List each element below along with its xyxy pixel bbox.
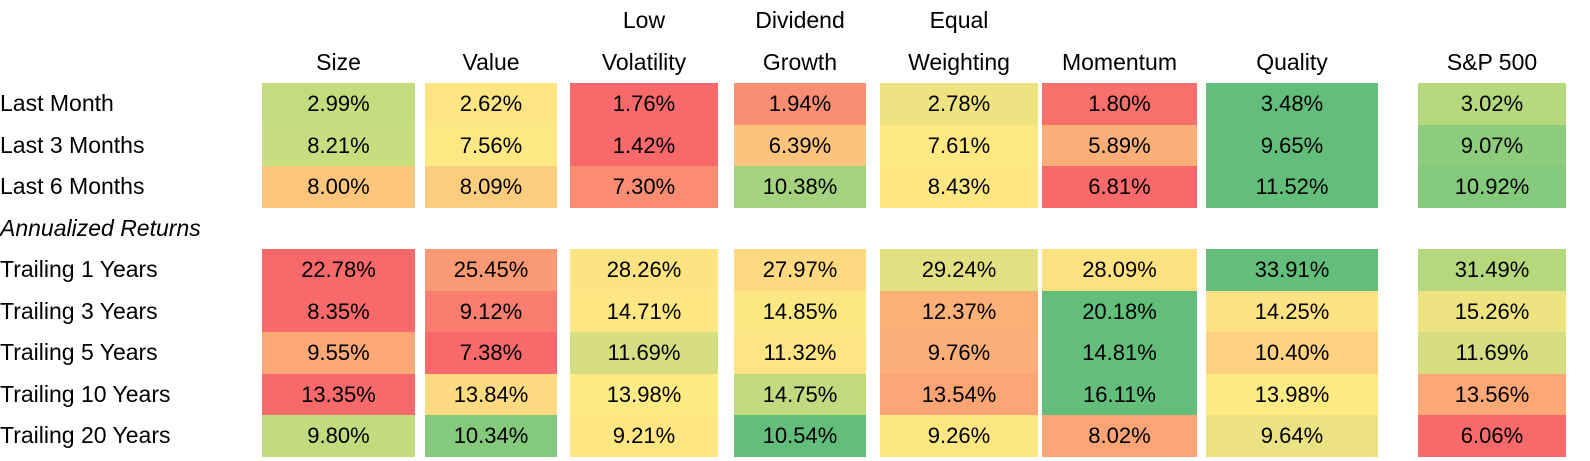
heatmap-cell: 25.45% [425,249,557,291]
column-header: Volatility [601,49,687,75]
heatmap-cell: 11.32% [734,332,866,374]
heatmap-cell: 28.09% [1042,249,1197,291]
heatmap-cell: 14.25% [1206,290,1378,332]
heatmap-cell: 14.85% [734,290,866,332]
heatmap-cell: 10.92% [1418,166,1566,208]
heatmap-cell: 11.52% [1206,166,1378,208]
heatmap-cell: 2.78% [880,83,1038,125]
heatmap-cell: 9.12% [425,290,557,332]
heatmap-cell: 7.56% [425,124,557,166]
row-label: Trailing 10 Years [0,380,171,407]
heatmap-cell: 14.75% [734,373,866,415]
heatmap-cell: 27.97% [734,249,866,291]
heatmap-cell: 3.02% [1418,83,1566,125]
heatmap-cell: 14.81% [1042,332,1197,374]
heatmap-cell: 3.48% [1206,83,1378,125]
heatmap-cell: 22.78% [262,249,415,291]
column-header: S&P 500 [1446,49,1538,75]
row-label: Last 3 Months [0,131,145,158]
heatmap-cell: 1.76% [570,83,718,125]
heatmap-cell: 1.94% [734,83,866,125]
heatmap-cell: 13.54% [880,373,1038,415]
heatmap-cell: 1.80% [1042,83,1197,125]
heatmap-cell: 7.61% [880,124,1038,166]
heatmap-cell: 13.56% [1418,373,1566,415]
heatmap-cell: 9.21% [570,415,718,457]
heatmap-cell: 7.38% [425,332,557,374]
heatmap-cell: 9.64% [1206,415,1378,457]
heatmap-cell: 13.84% [425,373,557,415]
section-label: Annualized Returns [0,214,201,241]
heatmap-cell: 15.26% [1418,290,1566,332]
row-label: Trailing 3 Years [0,297,158,324]
heatmap-cell: 28.26% [570,249,718,291]
heatmap-cell: 9.26% [880,415,1038,457]
heatmap-cell: 10.38% [734,166,866,208]
column-header: Momentum [1061,49,1178,75]
heatmap-cell: 6.06% [1418,415,1566,457]
row-label: Trailing 20 Years [0,422,171,448]
heatmap-cell: 10.40% [1206,332,1378,374]
heatmap-cell: 33.91% [1206,249,1378,291]
heatmap-cell: 11.69% [1418,332,1566,374]
heatmap-cell: 10.54% [734,415,866,457]
heatmap-cell: 29.24% [880,249,1038,291]
heatmap-cell: 9.55% [262,332,415,374]
heatmap-cell: 9.07% [1418,124,1566,166]
column-header: Quality [1256,49,1328,75]
heatmap-cell: 13.98% [570,373,718,415]
heatmap-cell: 12.37% [880,290,1038,332]
heatmap-cell: 13.98% [1206,373,1378,415]
heatmap-cell: 8.43% [880,166,1038,208]
heatmap-cell: 2.62% [425,83,557,125]
heatmap-cell: 11.69% [570,332,718,374]
column-header-line1: Dividend [755,7,845,33]
column-header-line1: Equal [929,7,989,33]
column-header: Size [316,49,361,75]
heatmap-cell: 7.30% [570,166,718,208]
heatmap-cell: 8.35% [262,290,415,332]
heatmap-cell: 8.09% [425,166,557,208]
row-label: Trailing 1 Years [0,256,158,282]
row-label: Last 6 Months [0,173,145,199]
column-header-line1: Low [622,7,666,33]
column-header: Weighting [908,49,1010,75]
row-label: Trailing 5 Years [0,339,158,365]
heatmap-cell: 20.18% [1042,290,1197,332]
heatmap-cell: 13.35% [262,373,415,415]
heatmap-cell: 1.42% [570,124,718,166]
heatmap-cell: 16.11% [1042,373,1197,415]
heatmap-cell: 10.34% [425,415,557,457]
column-header: Value [462,49,520,75]
heatmap-cell: 14.71% [570,290,718,332]
heatmap-cell: 8.02% [1042,415,1197,457]
column-header: Growth [762,49,838,75]
heatmap-cell: 5.89% [1042,124,1197,166]
heatmap-cell: 8.00% [262,166,415,208]
heatmap-cell: 6.39% [734,124,866,166]
heatmap-cell: 2.99% [262,83,415,125]
heatmap-cell: 9.80% [262,415,415,457]
heatmap-cell: 31.49% [1418,249,1566,291]
heatmap-cell: 8.21% [262,124,415,166]
heatmap-cell: 6.81% [1042,166,1197,208]
row-label: Last Month [0,90,114,116]
heatmap-cell: 9.76% [880,332,1038,374]
heatmap-cell: 9.65% [1206,124,1378,166]
